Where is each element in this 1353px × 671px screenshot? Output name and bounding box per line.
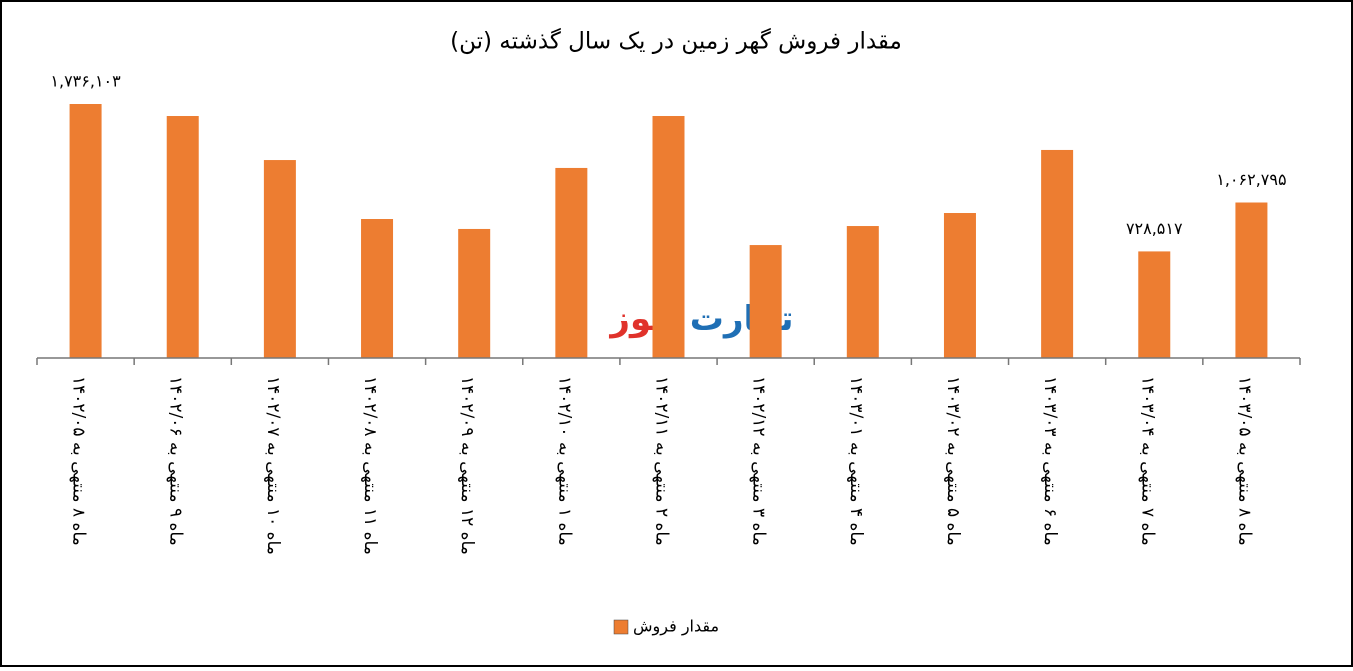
x-tick-label: ماه ۱ منتهی به ۱۴۰۲/۱۰ bbox=[554, 376, 574, 546]
bar bbox=[846, 226, 879, 358]
bar bbox=[166, 116, 199, 358]
bar bbox=[749, 245, 782, 358]
legend-swatch bbox=[613, 619, 629, 635]
bar bbox=[1041, 149, 1074, 358]
bar bbox=[263, 160, 296, 358]
bar bbox=[361, 219, 394, 358]
legend-label: مقدار فروش bbox=[633, 617, 719, 637]
x-tick-label: ماه ۱۲ منتهی به ۱۴۰۲/۰۹ bbox=[457, 376, 477, 555]
x-tick-label: ماه ۷ منتهی به ۱۴۰۳/۰۴ bbox=[1137, 376, 1157, 546]
bar bbox=[1235, 202, 1268, 358]
bar bbox=[652, 116, 685, 358]
bar bbox=[943, 213, 976, 358]
x-tick-label: ماه ۵ منتهی به ۱۴۰۳/۰۲ bbox=[943, 376, 963, 546]
value-label: ۷۲۸,۵۱۷ bbox=[1126, 219, 1183, 238]
x-tick-label: ماه ۳ منتهی به ۱۴۰۲/۱۲ bbox=[749, 376, 769, 546]
x-tick-label: ماه ۸ منتهی به ۱۴۰۳/۰۵ bbox=[1234, 376, 1254, 546]
value-label: ۱,۷۳۶,۱۰۳ bbox=[50, 72, 121, 91]
x-tick-label: ماه ۴ منتهی به ۱۴۰۳/۰۱ bbox=[846, 376, 866, 546]
bar bbox=[1138, 251, 1171, 358]
bar bbox=[69, 104, 102, 358]
value-label: ۱,۰۶۲,۷۹۵ bbox=[1216, 170, 1286, 189]
x-tick-label: ماه ۸ منتهی به ۱۴۰۲/۰۵ bbox=[69, 376, 89, 546]
chart-title: مقدار فروش گهر زمین در یک سال گذشته (تن) bbox=[450, 28, 902, 55]
x-tick-label: ماه ۱۱ منتهی به ۱۴۰۲/۰۸ bbox=[360, 376, 380, 555]
x-tick-label: ماه ۱۰ منتهی به ۱۴۰۲/۰۷ bbox=[263, 376, 283, 555]
bar bbox=[458, 228, 491, 358]
x-tick-label: ماه ۲ منتهی به ۱۴۰۲/۱۱ bbox=[652, 376, 672, 546]
bar bbox=[555, 167, 588, 358]
x-tick-label: ماه ۶ منتهی به ۱۴۰۳/۰۳ bbox=[1040, 376, 1060, 546]
x-tick-label: ماه ۹ منتهی به ۱۴۰۲/۰۶ bbox=[166, 376, 186, 546]
